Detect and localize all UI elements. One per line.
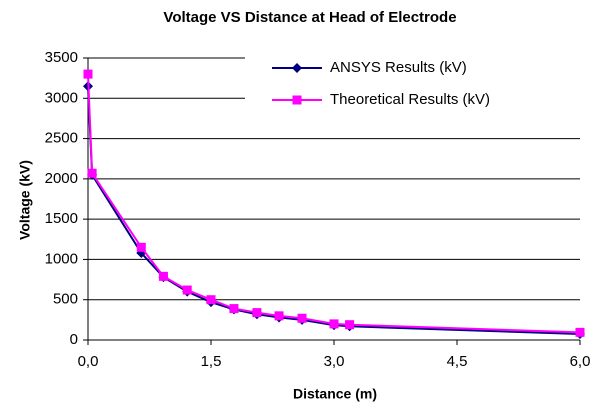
y-tick-label: 3500: [45, 49, 78, 66]
data-point: [136, 242, 146, 252]
y-tick-label: 1000: [45, 250, 78, 267]
chart-title: Voltage VS Distance at Head of Electrode: [163, 9, 456, 26]
data-point: [158, 271, 168, 281]
y-tick-label: 3000: [45, 89, 78, 106]
data-point: [345, 320, 355, 330]
x-tick-label: 0,0: [78, 353, 99, 370]
y-tick-label: 2000: [45, 170, 78, 187]
x-tick-label: 3,0: [324, 353, 345, 370]
legend-label: ANSYS Results (kV): [330, 59, 467, 76]
data-point: [229, 304, 239, 314]
legend-label: Theoretical Results (kV): [330, 91, 490, 108]
data-point: [252, 308, 262, 318]
data-point: [575, 327, 585, 337]
legend-box: [245, 50, 585, 116]
legend-marker: [292, 95, 302, 105]
data-point: [329, 319, 339, 329]
legend-marker: [292, 63, 302, 73]
data-point: [182, 285, 192, 295]
y-axis-title: Voltage (kV): [17, 160, 33, 240]
data-point: [274, 311, 284, 321]
series-line: [87, 86, 581, 335]
x-tick-label: 6,0: [570, 353, 591, 370]
y-tick-label: 0: [70, 331, 78, 348]
x-tick-label: 1,5: [201, 353, 222, 370]
y-tick-label: 1500: [45, 210, 78, 227]
y-tick-label: 500: [53, 291, 78, 308]
data-point: [83, 69, 93, 79]
data-point: [206, 295, 216, 305]
x-tick-label: 4,5: [447, 353, 468, 370]
data-point: [297, 313, 307, 323]
data-point: [87, 168, 97, 178]
y-tick-label: 2500: [45, 130, 78, 147]
x-axis-title: Distance (m): [293, 386, 377, 402]
